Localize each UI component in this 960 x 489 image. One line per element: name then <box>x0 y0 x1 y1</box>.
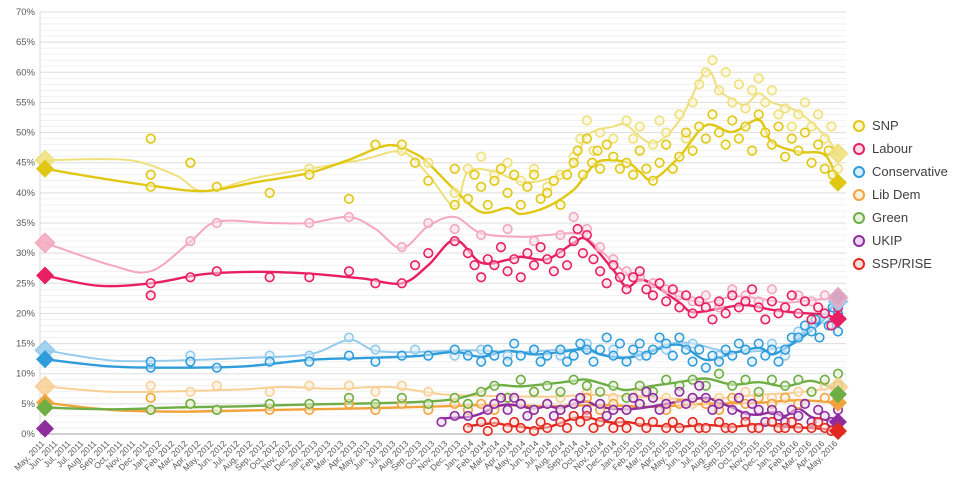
svg-text:65%: 65% <box>16 37 36 48</box>
legend-item-ukip: UKIP <box>853 231 948 250</box>
svg-text:10%: 10% <box>16 369 36 380</box>
legend-circle-icon <box>853 234 865 247</box>
legend-item-snp: SNP <box>853 116 948 135</box>
legend-circle-icon <box>853 165 865 178</box>
chart-legend: SNP Labour Conservative Lib Dem Green UKIP SSP… <box>853 116 948 273</box>
election-markers <box>34 143 849 440</box>
legend-item-green: Green <box>853 208 948 227</box>
legend-circle-icon <box>853 119 865 132</box>
svg-text:20%: 20% <box>16 308 36 319</box>
legend-label: SNP <box>872 118 899 133</box>
svg-text:25%: 25% <box>16 278 36 289</box>
svg-text:15%: 15% <box>16 339 36 350</box>
y-axis-labels: 0% 5% 10% 15% 20% 25% 30% 35% 40% 45% 50% 55% 60% 65%… <box>16 7 36 440</box>
svg-text:55%: 55% <box>16 97 36 108</box>
legend-label: SSP/RISE <box>872 256 932 271</box>
svg-text:0%: 0% <box>21 429 35 440</box>
legend-item-ssprise: SSP/RISE <box>853 254 948 273</box>
svg-text:30%: 30% <box>16 248 36 259</box>
legend-label: Lib Dem <box>872 187 921 202</box>
legend-item-libdem: Lib Dem <box>853 185 948 204</box>
trend-snp-regional <box>43 118 840 216</box>
legend-circle-icon <box>853 188 865 201</box>
legend-label: Labour <box>872 141 913 156</box>
legend-label: Green <box>872 210 909 225</box>
legend-label: UKIP <box>872 233 903 248</box>
scatter-points <box>145 55 844 437</box>
svg-text:50%: 50% <box>16 128 36 139</box>
svg-text:35%: 35% <box>16 218 36 229</box>
legend-item-labour: Labour <box>853 139 948 158</box>
legend-circle-icon <box>853 142 865 155</box>
trend-labour-constituency <box>44 215 839 304</box>
svg-text:5%: 5% <box>21 399 35 410</box>
svg-text:70%: 70% <box>16 7 36 18</box>
legend-circle-icon <box>853 211 865 224</box>
legend-item-conservative: Conservative <box>853 162 948 181</box>
svg-text:40%: 40% <box>16 188 36 199</box>
svg-text:60%: 60% <box>16 67 36 78</box>
svg-text:45%: 45% <box>16 158 36 169</box>
legend-label: Conservative <box>872 164 948 179</box>
legend-circle-icon <box>853 257 865 270</box>
